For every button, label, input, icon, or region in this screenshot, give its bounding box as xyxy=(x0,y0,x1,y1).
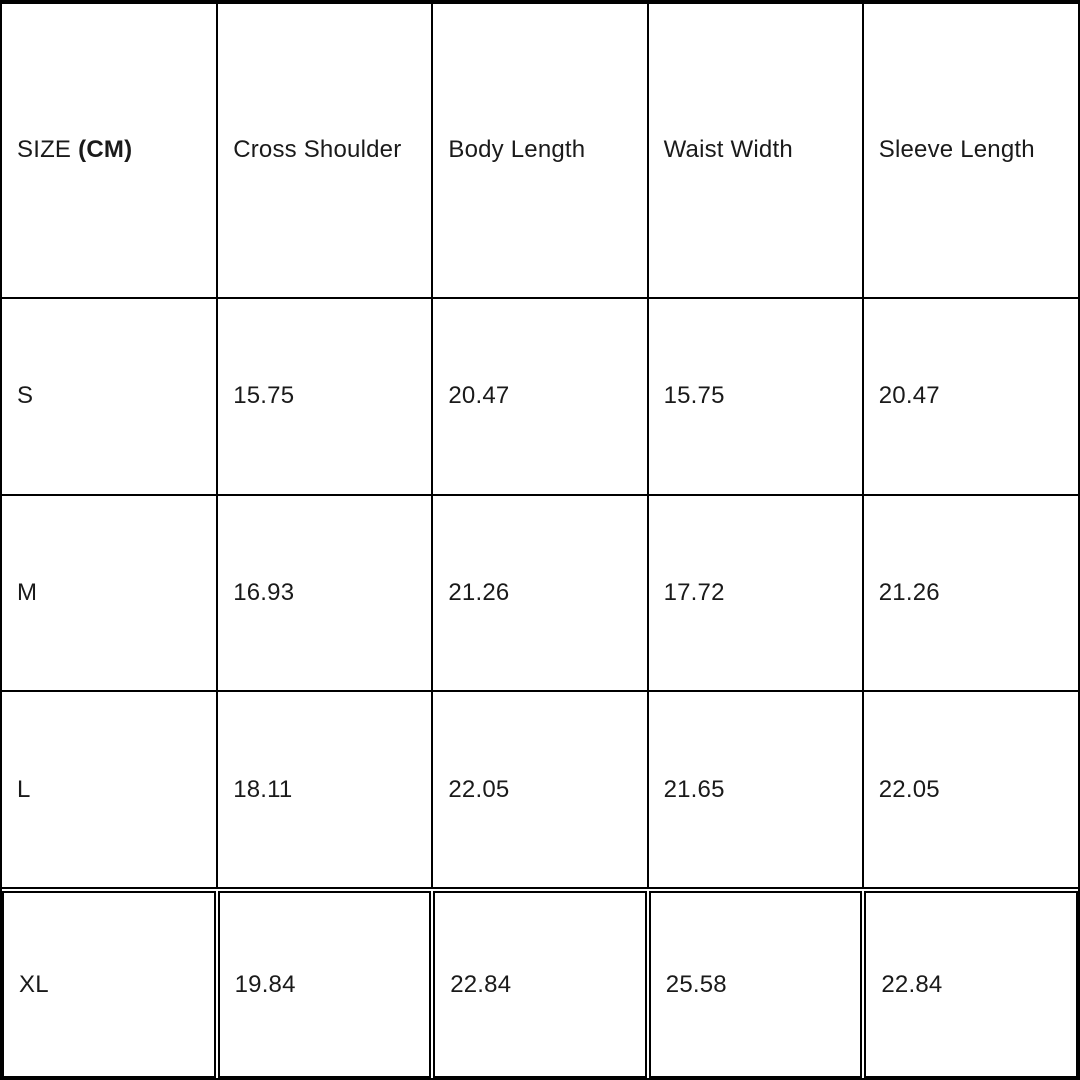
value-cell: 19.84 xyxy=(217,891,432,1078)
header-cell-sleeve-length: Sleeve Length xyxy=(861,4,1078,299)
size-chart-main-table: SIZE (CM) Cross Shoulder Body Length Wais… xyxy=(2,4,1078,889)
value-cell: 21.26 xyxy=(861,493,1078,693)
table-row-s: S 15.75 20.47 15.75 20.47 xyxy=(2,296,1078,496)
size-unit-label: (CM) xyxy=(78,136,133,164)
table-row-m: M 16.93 21.26 17.72 21.26 xyxy=(2,493,1078,693)
value-cell: 17.72 xyxy=(646,493,864,693)
value-cell: 20.47 xyxy=(431,296,649,496)
header-row: SIZE (CM) Cross Shoulder Body Length Wais… xyxy=(2,4,1078,299)
value-cell: 22.05 xyxy=(861,690,1078,889)
value-cell: 15.75 xyxy=(216,296,434,496)
value-cell: 22.05 xyxy=(431,690,649,889)
header-cell-cross-shoulder: Cross Shoulder xyxy=(216,4,434,299)
size-cell: M xyxy=(2,493,219,693)
value-cell: 22.84 xyxy=(433,891,647,1078)
value-cell: 16.93 xyxy=(216,493,434,693)
value-cell: 20.47 xyxy=(861,296,1078,496)
size-label: SIZE xyxy=(17,136,72,164)
header-cell-size: SIZE (CM) xyxy=(2,4,219,299)
size-cell: XL xyxy=(2,891,216,1078)
size-cell: L xyxy=(2,690,219,889)
value-cell: 21.65 xyxy=(646,690,864,889)
value-cell: 15.75 xyxy=(646,296,864,496)
size-cell: S xyxy=(2,296,219,496)
header-cell-waist-width: Waist Width xyxy=(646,4,864,299)
header-cell-body-length: Body Length xyxy=(431,4,649,299)
table-row-xl: XL 19.84 22.84 25.58 22.84 xyxy=(2,891,1078,1078)
value-cell: 21.26 xyxy=(431,493,649,693)
table-row-l: L 18.11 22.05 21.65 22.05 xyxy=(2,690,1078,889)
value-cell: 25.58 xyxy=(648,891,863,1078)
size-chart-xl-table: XL 19.84 22.84 25.58 22.84 xyxy=(2,891,1078,1078)
value-cell: 22.84 xyxy=(864,891,1078,1078)
value-cell: 18.11 xyxy=(216,690,434,889)
